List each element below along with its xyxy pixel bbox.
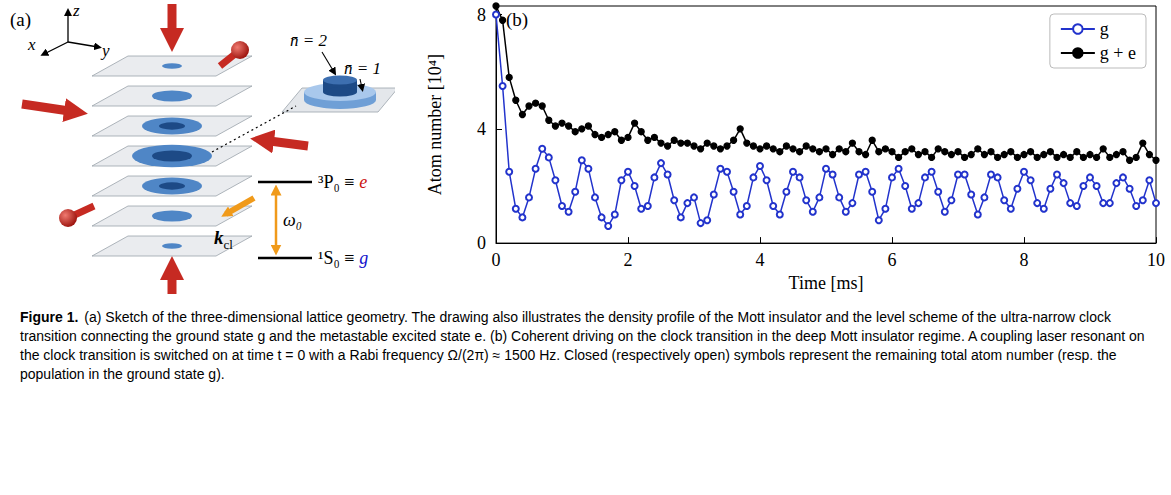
svg-text:n̄ = 1: n̄ = 1 <box>344 59 381 78</box>
svg-text:8: 8 <box>477 5 486 25</box>
svg-text:10: 10 <box>1147 250 1165 270</box>
svg-text:g: g <box>1100 19 1109 39</box>
svg-text:x: x <box>27 35 36 54</box>
svg-text:8: 8 <box>1020 250 1029 270</box>
html-text:Figure 1. (a) Sketch of the th: Figure 1. (a) Sketch of the three-dimens… <box>20 309 1145 382</box>
svg-text:6: 6 <box>888 250 897 270</box>
svg-text:(b): (b) <box>506 9 528 31</box>
svg-text:g + e: g + e <box>1100 43 1136 63</box>
svg-text:n̄ = 2: n̄ = 2 <box>290 31 327 50</box>
svg-text:Atom number [10⁴]: Atom number [10⁴] <box>425 54 445 195</box>
svg-text:2: 2 <box>624 250 633 270</box>
svg-text:0: 0 <box>477 233 486 253</box>
svg-text:4: 4 <box>477 119 486 139</box>
svg-text:kcl: kcl <box>214 227 233 252</box>
svg-text:y: y <box>100 41 110 60</box>
svg-text:Time [ms]: Time [ms] <box>789 273 864 293</box>
svg-text:z: z <box>72 1 80 20</box>
svg-text:ω₀: ω₀ <box>283 210 302 230</box>
svg-text:4: 4 <box>756 250 765 270</box>
svg-text:(a): (a) <box>10 9 31 31</box>
svg-text:0: 0 <box>492 250 501 270</box>
svg-text:³P₀ ≡e: ³P₀ ≡e <box>318 172 367 192</box>
svg-text:¹S₀ ≡g: ¹S₀ ≡g <box>318 248 368 268</box>
